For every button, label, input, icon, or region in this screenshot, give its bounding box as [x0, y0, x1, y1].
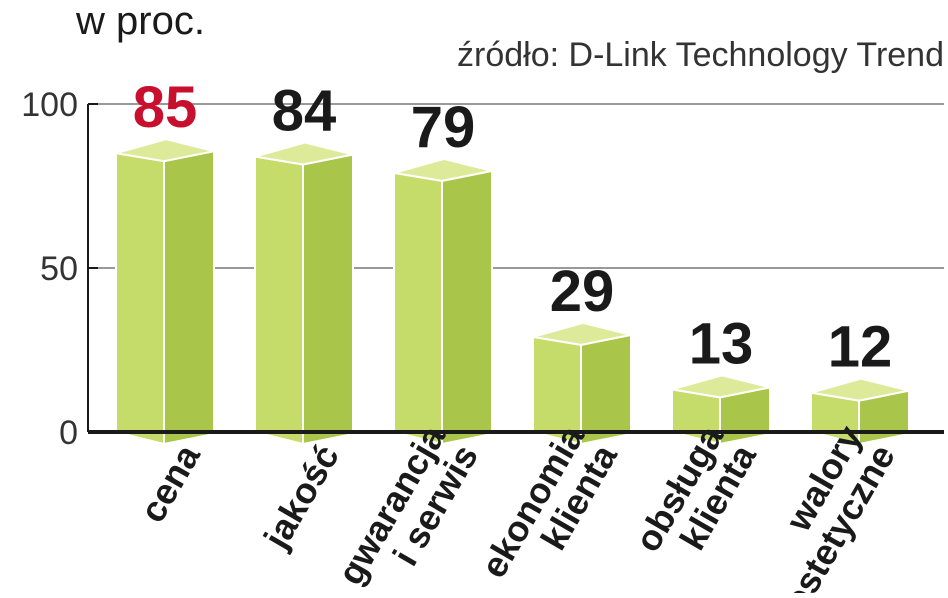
grid	[88, 103, 944, 269]
bar-side	[580, 333, 632, 445]
y-tick-label: 50	[40, 250, 78, 288]
x-axis	[87, 104, 944, 434]
value-label: 84	[272, 78, 337, 143]
bar-front	[393, 171, 443, 445]
bar-side	[302, 153, 354, 445]
y-axis-ticks: 0 50 100	[21, 86, 98, 452]
source-label: źródło: D-Link Technology Trend	[457, 36, 944, 74]
bar	[115, 138, 215, 445]
bar	[254, 141, 354, 445]
bar	[532, 321, 632, 445]
category-label-line: cena	[131, 437, 208, 529]
bar-top	[115, 138, 215, 163]
y-tick-label: 0	[59, 414, 78, 452]
y-tick-label: 100	[21, 86, 78, 124]
value-label: 13	[689, 311, 754, 376]
bars	[115, 138, 910, 445]
bar-top	[532, 321, 632, 346]
bar-top	[810, 377, 910, 402]
bar-front	[115, 152, 165, 445]
bar	[671, 374, 771, 445]
bar-front	[254, 155, 304, 445]
bar-side	[163, 150, 215, 445]
bar-top	[671, 374, 771, 399]
bar-side	[441, 169, 493, 445]
value-label: 79	[411, 95, 476, 160]
category-label-line: jakość	[255, 438, 347, 556]
bar-top	[254, 141, 354, 166]
bar-top	[393, 157, 493, 182]
category-label: cena	[131, 437, 208, 529]
unit-label: w proc.	[75, 0, 205, 43]
value-labels: 85 84 79 29 13 12	[133, 75, 893, 379]
category-label: jakość	[255, 438, 347, 556]
value-label: 12	[828, 315, 893, 380]
value-label: 85	[133, 75, 198, 140]
value-label: 29	[550, 259, 615, 324]
bar	[393, 157, 493, 445]
